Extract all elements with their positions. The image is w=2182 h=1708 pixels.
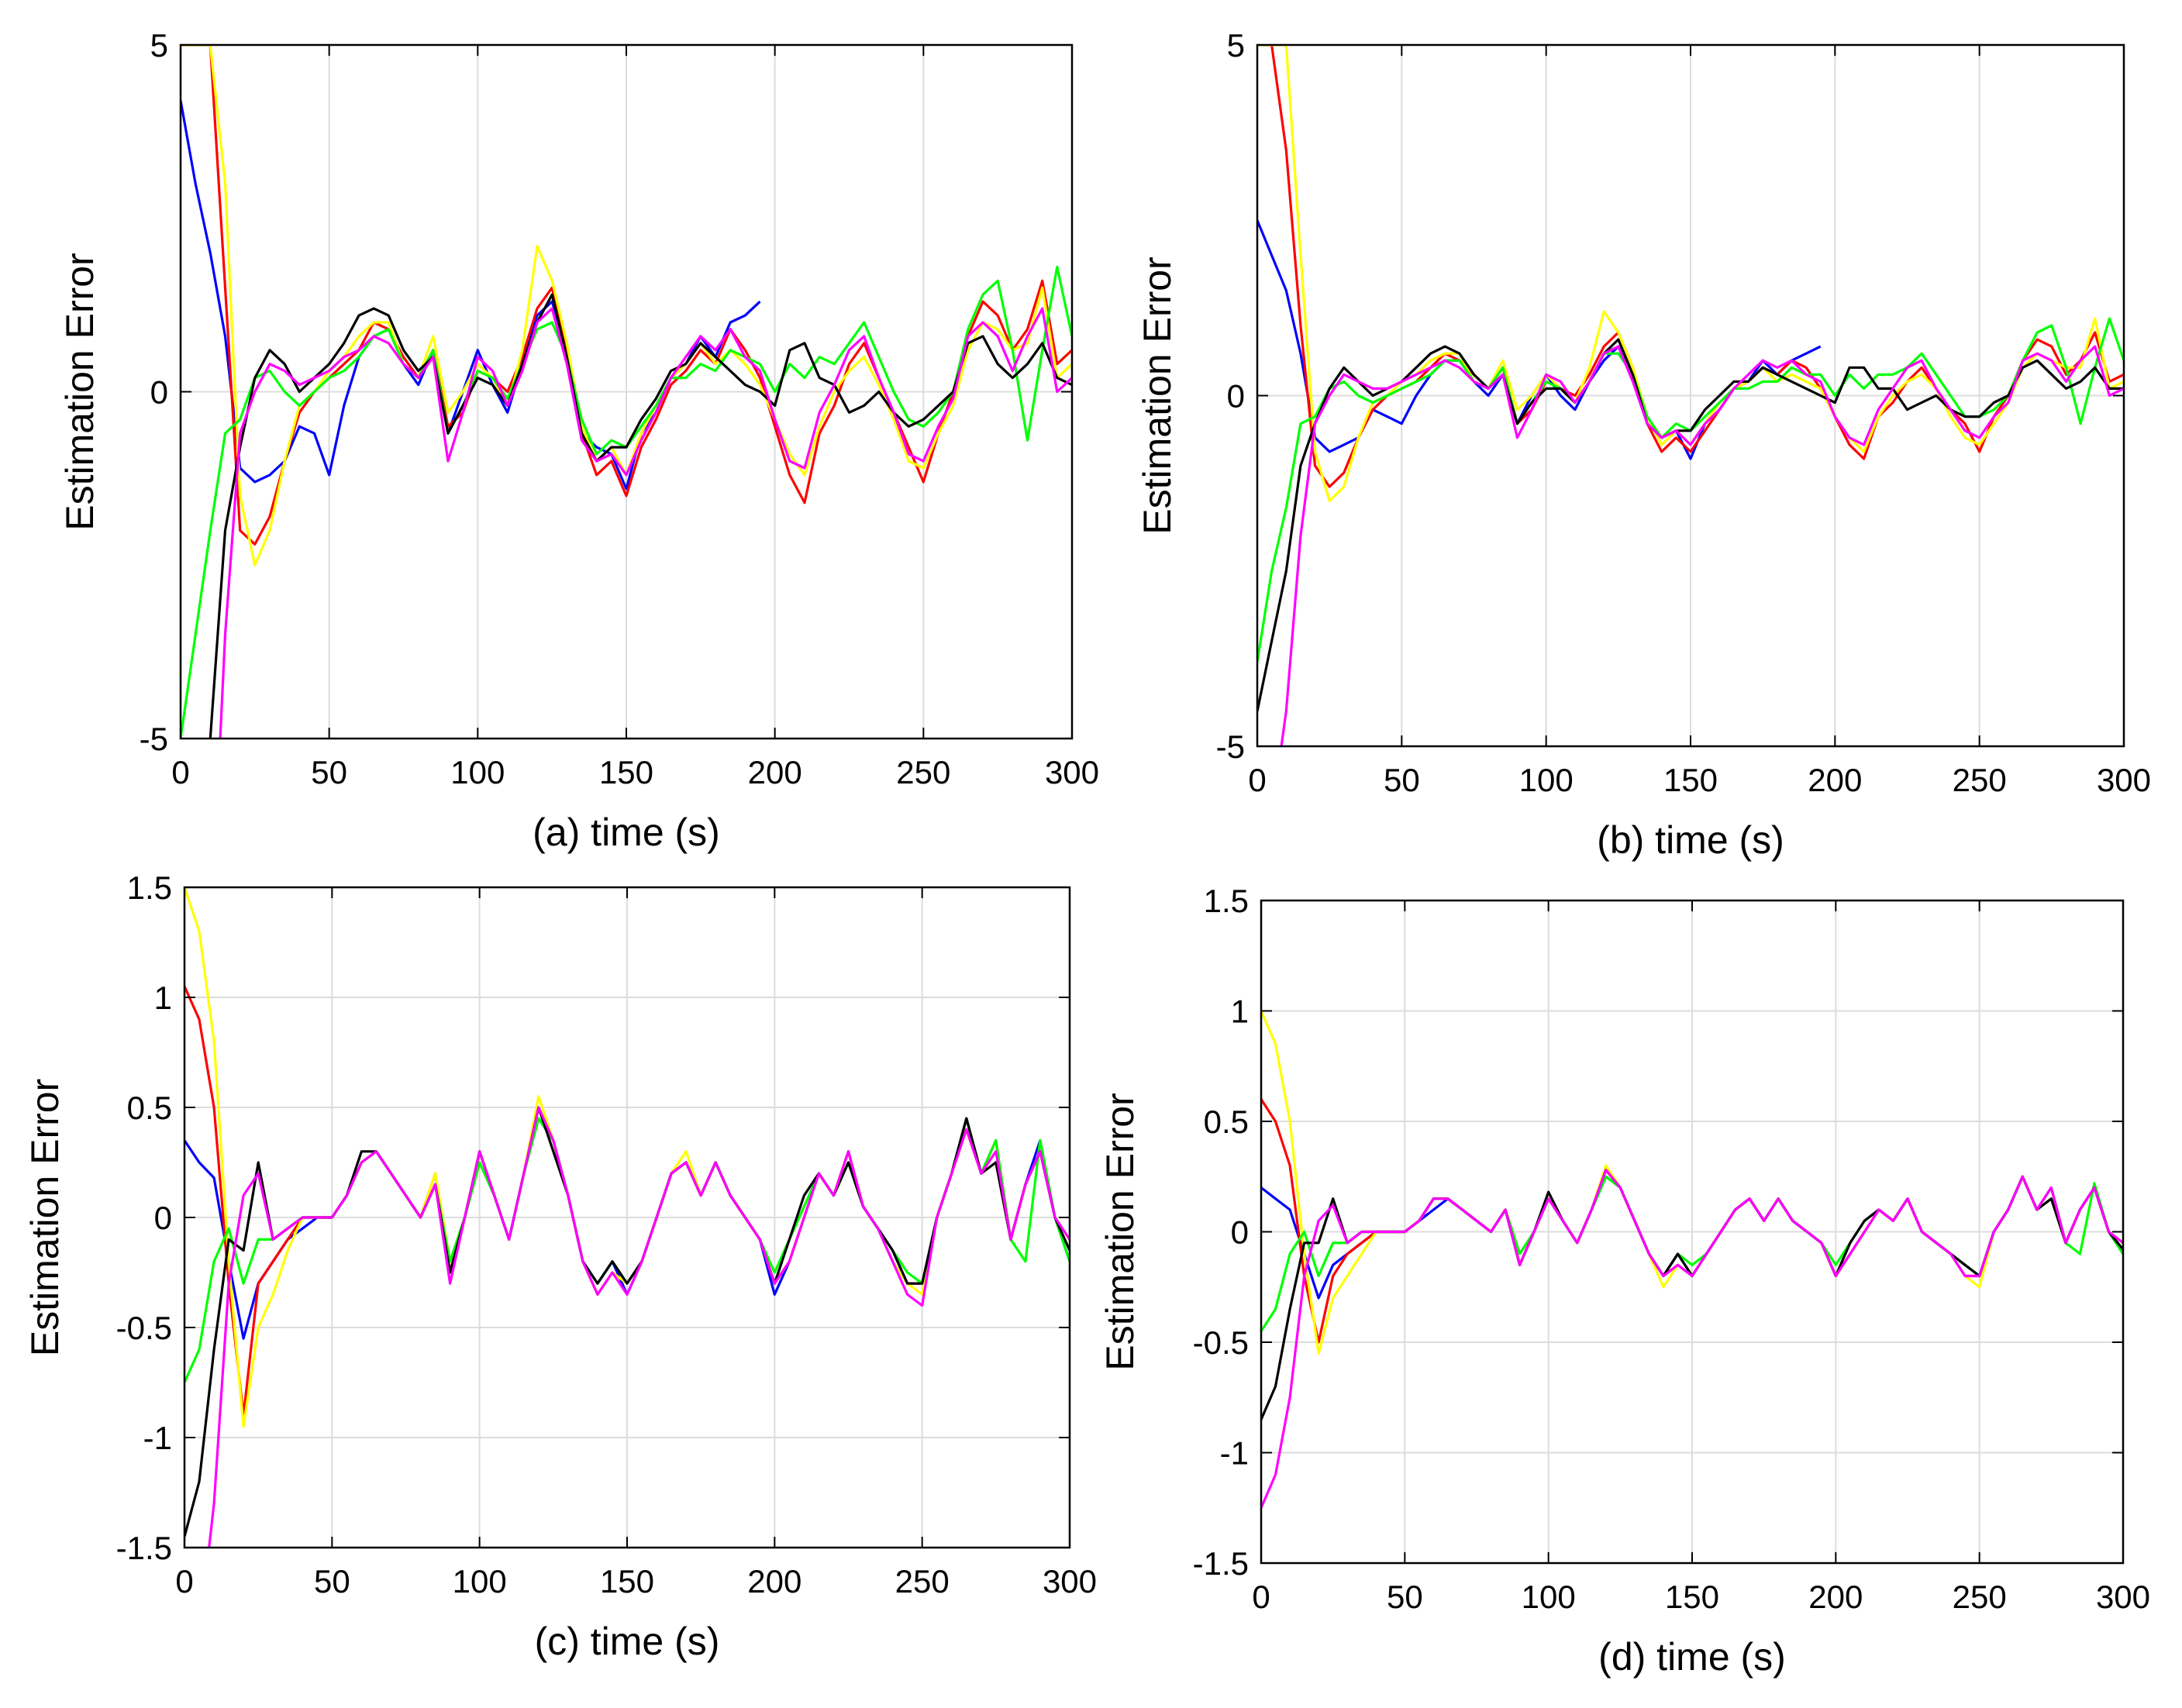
x-tick-label: 50 [311, 754, 347, 790]
x-tick-label: 150 [600, 1563, 654, 1600]
x-tick-label: 150 [1665, 1579, 1719, 1615]
y-tick-label: 0 [1231, 1214, 1249, 1251]
x-tick-label: 0 [171, 754, 189, 790]
x-axis-label: (a) time (s) [533, 811, 720, 854]
x-tick-label: 250 [1953, 1579, 2007, 1615]
y-axis-label: Estimation Error [1098, 1093, 1142, 1370]
y-tick-label: 1.5 [1204, 883, 1249, 919]
y-tick-label: 5 [150, 27, 168, 64]
y-tick-label: -5 [1216, 728, 1245, 765]
y-axis-label: Estimation Error [23, 1079, 67, 1356]
y-tick-label: -1 [1220, 1435, 1249, 1472]
y-tick-label: 0.5 [1204, 1104, 1249, 1140]
x-tick-label: 150 [1663, 762, 1718, 798]
x-axis-label: (b) time (s) [1597, 818, 1784, 862]
series-line-magenta [1280, 345, 2124, 746]
series-line-blue [181, 100, 761, 491]
y-tick-label: 0.5 [127, 1090, 172, 1126]
x-tick-label: 250 [895, 1563, 950, 1600]
x-tick-label: 300 [2096, 1579, 2150, 1615]
x-axis-label: (c) time (s) [535, 1620, 720, 1663]
y-tick-label: 0 [154, 1200, 172, 1236]
x-tick-label: 300 [2097, 762, 2151, 798]
y-tick-label: -5 [140, 721, 168, 757]
x-tick-label: 0 [1248, 762, 1266, 798]
x-axis-label: (d) time (s) [1598, 1635, 1786, 1679]
x-tick-label: 0 [175, 1563, 193, 1600]
x-tick-label: 250 [1953, 762, 2007, 798]
y-tick-label: 1 [154, 980, 172, 1016]
y-tick-label: -0.5 [116, 1310, 172, 1346]
x-tick-label: 0 [1252, 1579, 1270, 1615]
x-tick-label: 100 [1519, 762, 1574, 798]
x-tick-label: 200 [747, 1563, 801, 1600]
x-tick-label: 300 [1045, 754, 1099, 790]
x-tick-label: 50 [1387, 1579, 1423, 1615]
x-tick-label: 250 [896, 754, 950, 790]
x-tick-label: 100 [453, 1563, 507, 1600]
series-line-magenta [208, 1106, 1070, 1548]
y-axis-label: Estimation Error [58, 253, 102, 530]
x-tick-label: 200 [1808, 1579, 1863, 1615]
y-tick-label: -1.5 [116, 1530, 172, 1566]
x-tick-label: 50 [1384, 762, 1420, 798]
y-tick-label: 0 [1227, 378, 1245, 415]
series-line-magenta [1261, 1169, 2123, 1509]
series-line-blue [1257, 219, 1822, 460]
x-tick-label: 100 [1522, 1579, 1576, 1615]
x-tick-label: 200 [1808, 762, 1862, 798]
chart-panel-d: 0 50 100 150 200 250 300 -1.5 -1 -0.5 0 0.5 1 1.5 (d) … [1098, 883, 2150, 1679]
chart-panel-c: 0 50 100 150 200 250 300 -1.5 -1 -0.5 0 0.5 1 1.5 (c) … [23, 869, 1097, 1663]
y-tick-label: -1.5 [1193, 1545, 1249, 1582]
x-tick-label: 100 [450, 754, 505, 790]
y-tick-label: 0 [150, 374, 168, 411]
y-tick-label: 1.5 [127, 869, 172, 906]
series-line-black [209, 293, 1072, 739]
chart-panel-b: 0 50 100 150 200 250 300-505(b) time (s)Estima… [1136, 27, 2151, 862]
x-tick-label: 200 [748, 754, 802, 790]
y-tick-label: 1 [1231, 993, 1249, 1030]
y-tick-label: 5 [1227, 27, 1245, 64]
x-tick-label: 150 [599, 754, 653, 790]
y-tick-label: -0.5 [1193, 1324, 1249, 1361]
chart-panel-a: 0 50 100 150 200 250 300-505(a) time (s)Estima… [58, 27, 1099, 854]
y-tick-label: -1 [143, 1420, 172, 1456]
y-axis-label: Estimation Error [1136, 257, 1179, 534]
series-line-magenta [219, 307, 1072, 739]
x-tick-label: 50 [314, 1563, 350, 1600]
x-tick-label: 300 [1043, 1563, 1097, 1600]
